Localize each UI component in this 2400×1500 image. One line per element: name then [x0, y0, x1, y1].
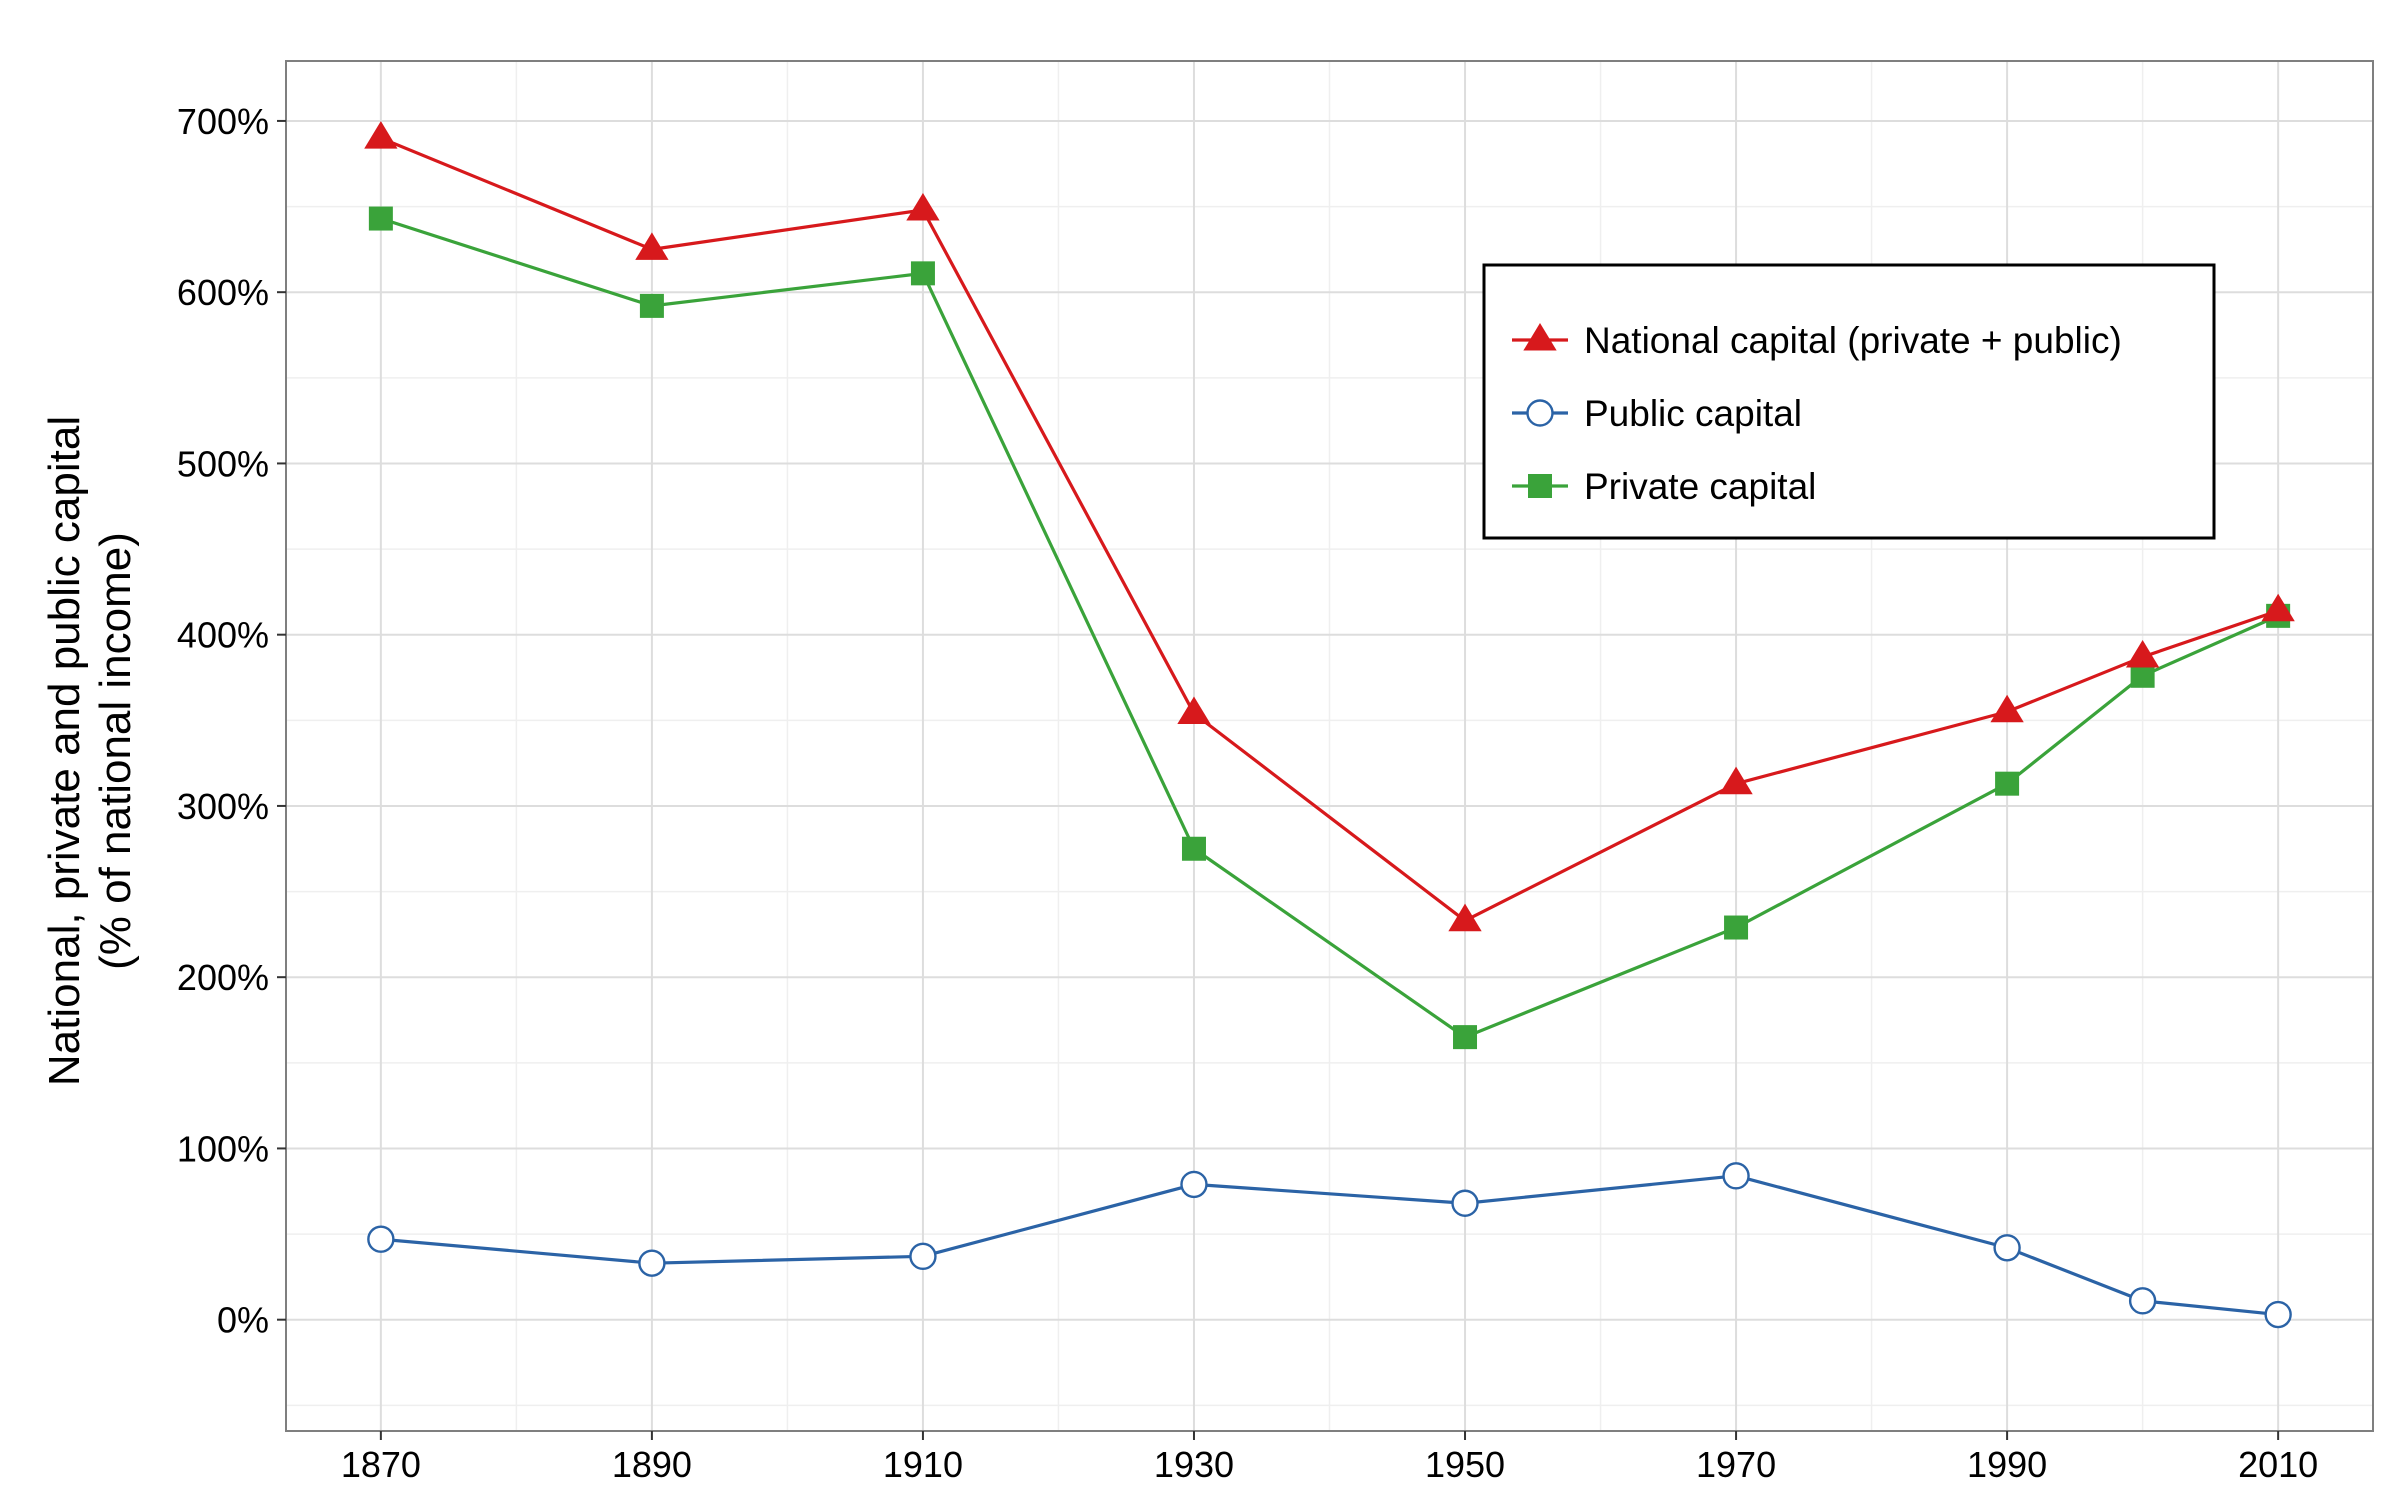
series-triangle: [364, 121, 2295, 932]
x-tick-label: 2010: [2238, 1444, 2318, 1485]
data-point-marker: [2128, 1287, 2157, 1315]
legend-label: Private capital: [1584, 466, 1816, 507]
x-tick-label: 1950: [1425, 1444, 1505, 1485]
data-point-marker: [1993, 1234, 2021, 1262]
x-tick-label: 1910: [883, 1444, 963, 1485]
plot-panel-border: [285, 60, 2374, 1432]
data-point-marker: [909, 1242, 937, 1271]
x-tick-label: 1890: [612, 1444, 692, 1485]
x-tick-label: 1970: [1696, 1444, 1776, 1485]
series-layer: [364, 121, 2295, 1329]
legend-item: Public capital: [1512, 393, 1802, 434]
data-point-marker: [638, 1249, 666, 1277]
y-axis-title: National, private and public capital (% …: [40, 416, 140, 1086]
legend-label: Public capital: [1584, 393, 1802, 434]
legend-key-marker: [1523, 323, 1557, 351]
y-tick-label: 300%: [177, 786, 269, 827]
y-axis-title-line-1: National, private and public capital: [40, 416, 89, 1086]
grid: [286, 61, 2373, 1431]
x-tick-label: 1990: [1967, 1444, 2047, 1485]
data-point-marker: [1453, 1025, 1478, 1050]
legend-box: [1482, 263, 2216, 540]
legend-item: National capital (private + public): [1512, 320, 2122, 361]
legend-item: Private capital: [1512, 466, 1816, 507]
legend-label: National capital (private + public): [1584, 320, 2122, 361]
data-point-marker: [2125, 639, 2160, 668]
y-tick-label: 600%: [177, 272, 269, 313]
x-tick-label: 1870: [341, 1444, 421, 1485]
data-point-marker: [1724, 915, 1749, 940]
data-point-marker: [1995, 771, 2020, 796]
y-tick-label: 400%: [177, 615, 269, 656]
axes: 0% 100% 200% 300% 400% 500% 600% 700% 1870 1890 19…: [177, 101, 2318, 1485]
data-point-marker: [2130, 663, 2155, 688]
data-point-marker: [364, 121, 398, 149]
data-point-marker: [906, 192, 940, 221]
data-point-marker: [367, 1225, 395, 1253]
data-point-marker: [1451, 1189, 1479, 1217]
x-tick-label: 1930: [1154, 1444, 1234, 1485]
data-point-marker: [1990, 694, 2024, 723]
data-point-marker: [1181, 836, 1206, 861]
y-tick-label: 700%: [177, 101, 269, 142]
series-open-circle: [367, 1162, 2292, 1329]
series-square: [368, 206, 2291, 1050]
data-point-marker: [1448, 903, 1482, 932]
data-point-marker: [368, 206, 393, 231]
data-point-marker: [1722, 1162, 1750, 1190]
data-point-marker: [639, 293, 664, 318]
data-point-marker: [2264, 1300, 2292, 1329]
legend-key-marker: [1528, 474, 1552, 498]
y-tick-label: 500%: [177, 443, 269, 484]
data-point-marker: [1180, 1170, 1208, 1199]
data-point-marker: [635, 232, 669, 260]
data-point-marker: [910, 261, 935, 286]
data-point-marker: [1719, 766, 1753, 795]
data-point-marker: [2261, 593, 2295, 622]
y-tick-label: 200%: [177, 957, 269, 998]
legend: National capital (private + public) Publi…: [1482, 263, 2216, 540]
y-axis-title-line-2: (% of national income): [91, 532, 140, 970]
y-tick-label: 100%: [177, 1128, 269, 1169]
legend-key-marker: [1526, 399, 1554, 427]
data-point-marker: [1177, 696, 1211, 725]
y-tick-label: 0%: [217, 1300, 269, 1341]
